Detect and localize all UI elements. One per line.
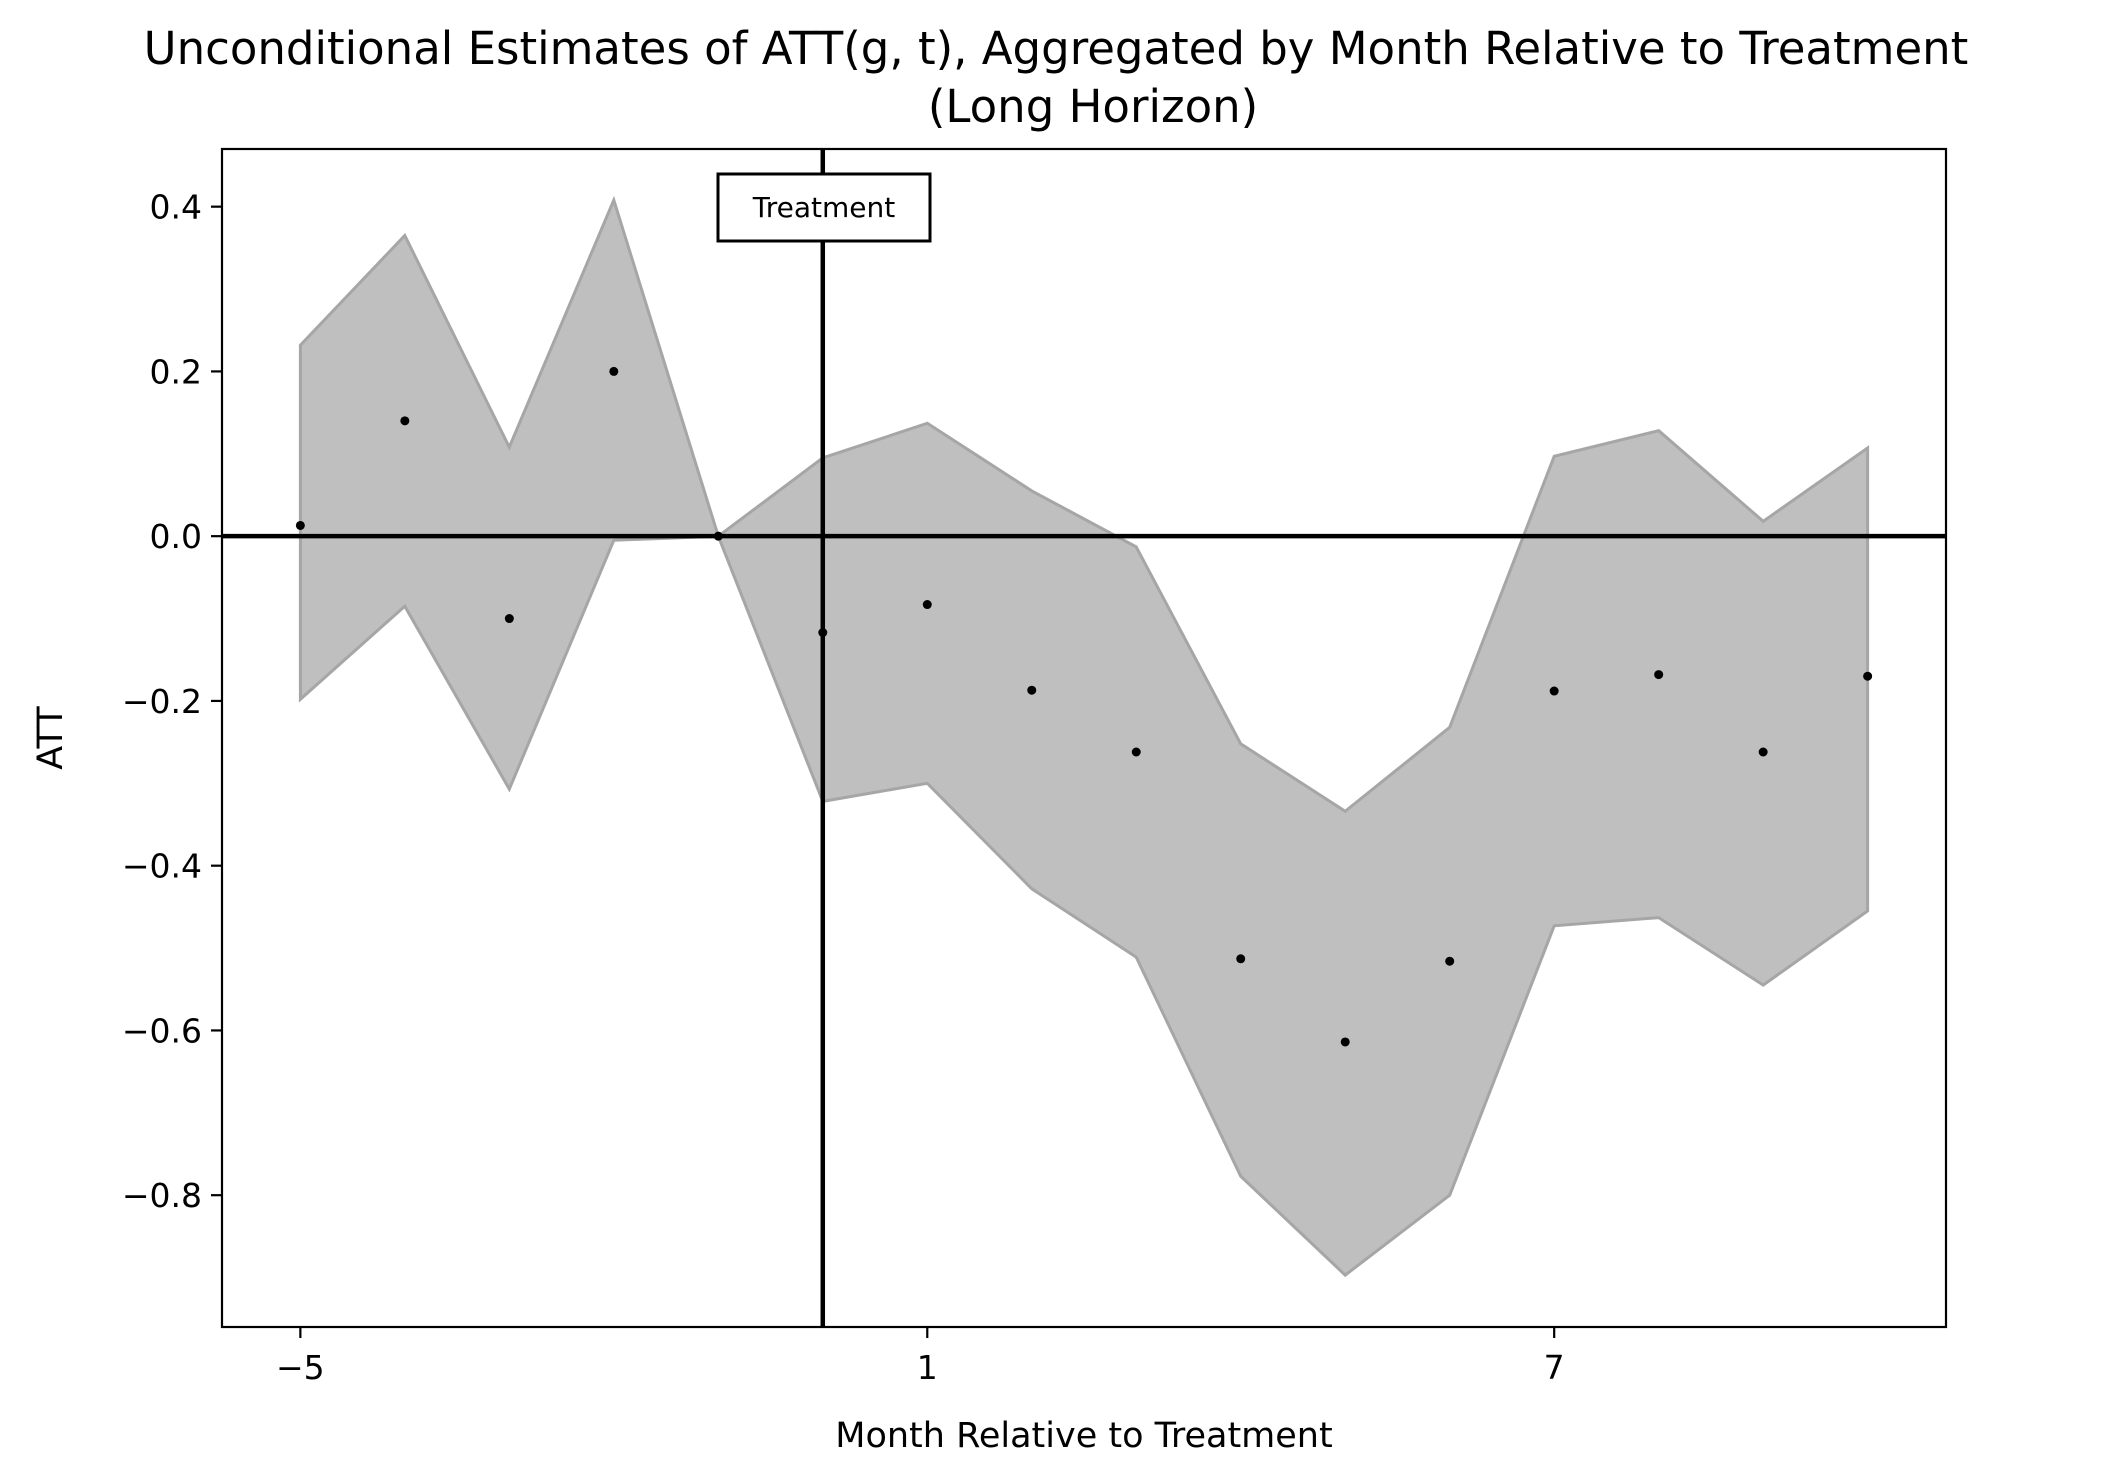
x-tick-label: −5 — [276, 1348, 325, 1387]
chart-subtitle: (Long Horizon) — [928, 80, 1258, 133]
y-tick-label: 0.2 — [150, 352, 202, 391]
estimate-point — [1236, 954, 1246, 964]
estimate-point — [818, 628, 828, 638]
confidence-band — [298, 195, 1870, 1278]
estimate-point — [504, 614, 514, 624]
reference-lines-layer — [222, 149, 1946, 1327]
x-axis-ticks: −5 1 7 — [276, 1327, 1565, 1387]
estimate-point — [1758, 747, 1768, 757]
y-tick-label: −0.2 — [122, 682, 202, 721]
y-tick-label: −0.6 — [122, 1011, 202, 1050]
treatment-annotation-box — [716, 172, 932, 243]
x-tick-label: 1 — [917, 1348, 938, 1387]
x-tick-label: 7 — [1544, 1348, 1565, 1387]
y-tick-label: −0.4 — [122, 847, 202, 886]
estimate-point — [713, 531, 723, 541]
x-axis-label: Month Relative to Treatment — [835, 1416, 1332, 1456]
estimate-points-layer — [295, 366, 1873, 1047]
estimate-point — [1340, 1037, 1350, 1047]
y-axis-ticks: 0.4 0.2 0.0 −0.2 −0.4 −0.6 −0.8 — [122, 188, 222, 1215]
estimate-point — [1445, 956, 1455, 966]
plot-frame — [220, 147, 1948, 1329]
estimate-point — [922, 600, 932, 610]
y-tick-label: 0.4 — [150, 188, 202, 227]
estimate-point — [1863, 671, 1873, 681]
treatment-annotation: Treatment — [716, 172, 932, 243]
y-tick-label: 0.0 — [150, 517, 202, 556]
estimate-point — [609, 366, 619, 376]
estimate-point — [295, 520, 305, 530]
estimate-point — [1027, 685, 1037, 695]
estimate-point — [1549, 686, 1559, 696]
y-axis-label: ATT — [31, 706, 71, 770]
confidence-band-layer — [298, 195, 1870, 1278]
estimate-point — [1131, 747, 1141, 757]
y-tick-label: −0.8 — [122, 1176, 202, 1215]
estimate-point — [1654, 670, 1664, 680]
chart-title: Unconditional Estimates of ATT(g, t), Ag… — [144, 22, 1969, 75]
treatment-annotation-label: Treatment — [752, 191, 895, 224]
estimate-point — [400, 416, 410, 426]
